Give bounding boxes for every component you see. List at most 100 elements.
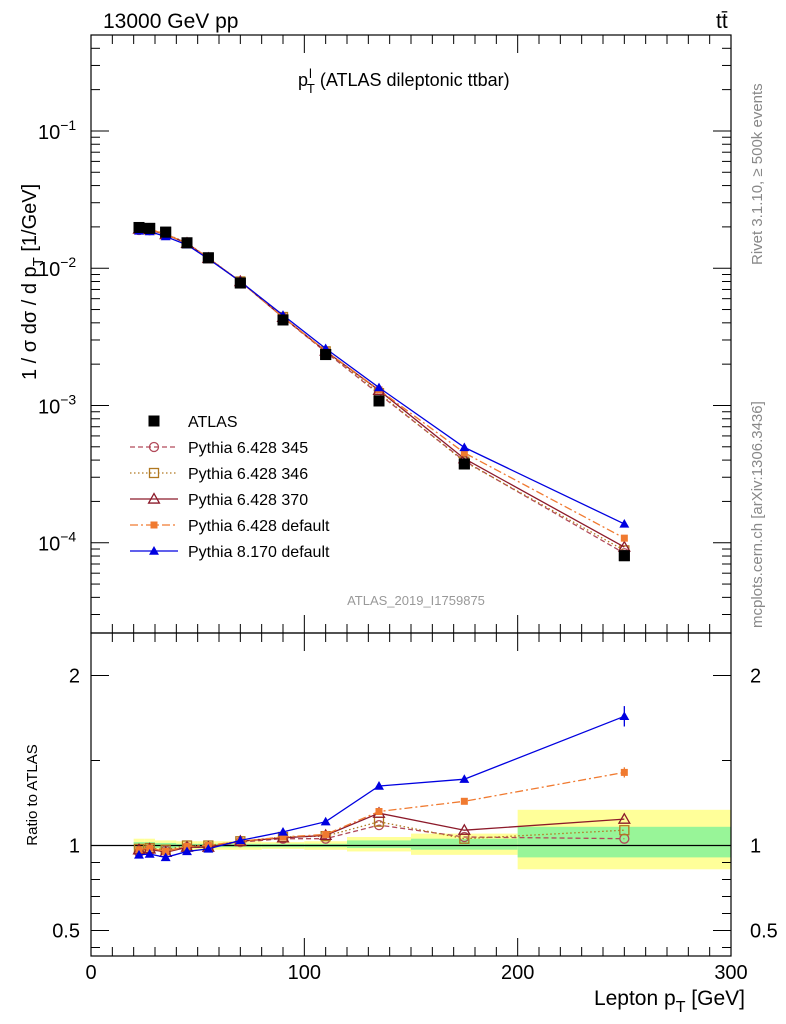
ratio-point [162, 847, 170, 855]
ratio-panel: 0.5 0.5 1 1 2 2 0 100 200 300 Ratio to ATLAS Lept… [24, 632, 778, 1016]
data-point [374, 382, 384, 392]
ratio-y-tick-label-right: 1 [750, 836, 761, 858]
atlas-point [160, 226, 172, 238]
legend-label: Pythia 6.428 default [188, 518, 330, 535]
ratio-bands [91, 809, 731, 870]
atlas-point [320, 349, 332, 361]
y-tick-base: 10 [38, 259, 60, 281]
legend-entry: Pythia 6.428 346 [130, 466, 308, 483]
main-frame [90, 34, 732, 634]
plot-title: pl T (ATLAS dileptonic ttbar) [298, 66, 510, 96]
ratio-point [203, 843, 214, 853]
atlas-points-top [133, 221, 630, 562]
ratio-point [459, 774, 470, 783]
data-point [619, 519, 630, 528]
data-point [459, 442, 470, 452]
ratio-series [132, 706, 631, 862]
ratio-point [617, 812, 631, 824]
main-y-tick-labels: 10−410−310−210−1 [38, 117, 76, 556]
atlas-point [133, 221, 145, 233]
y-tick-label: 10−3 [38, 391, 76, 418]
ratio-y-tick-label-right: 2 [750, 666, 761, 688]
legend-marker [148, 441, 160, 453]
main-ticks [90, 34, 732, 633]
legend-entry: Pythia 6.428 default [130, 518, 330, 535]
data-point [460, 449, 468, 457]
ratio-y-tick-label-left: 1 [69, 836, 80, 858]
ratio-point [134, 849, 144, 859]
atlas-point [277, 314, 289, 326]
data-point [620, 534, 628, 542]
ratio-point [160, 852, 171, 862]
ratio-point [375, 808, 383, 815]
legend-label: Pythia 6.428 370 [188, 492, 308, 509]
ratio-point [460, 797, 468, 805]
uncertainty-band-green [347, 840, 411, 849]
atlas-point [618, 550, 630, 562]
atlas-point [144, 222, 156, 234]
ratio-point [135, 846, 143, 854]
energy-label: 13000 GeV pp [103, 10, 238, 33]
y-tick-exponent: −1 [60, 117, 76, 133]
ratio-point [279, 833, 287, 841]
uncertainty-band-green [517, 826, 731, 858]
y-axis-label: 1 / σ dσ / d pT [1/GeV] [19, 184, 47, 380]
x-tick-label: 0 [85, 962, 96, 984]
legend-label: Pythia 6.428 346 [188, 466, 308, 483]
atlas-point [202, 252, 214, 264]
y-tick-base: 10 [38, 122, 60, 144]
x-tick-label: 100 [288, 962, 321, 984]
atlas-point [181, 237, 193, 249]
ratio-point [235, 835, 246, 845]
uncertainty-band-green [411, 838, 518, 850]
rivet-label: Rivet 3.1.10, ≥ 500k events [749, 83, 766, 265]
ratio-tick-labels: 0.5 0.5 1 1 2 2 0 100 200 300 [52, 666, 778, 985]
x-axis-label: Lepton pT [GeV] [594, 987, 745, 1016]
x-tick-label: 200 [501, 962, 534, 984]
ratio-ticks [90, 633, 732, 956]
legend-label: Pythia 6.428 345 [188, 440, 308, 457]
ratio-y-tick-label-left: 0.5 [52, 921, 80, 943]
legend-entry: Pythia 6.428 345 [130, 440, 308, 457]
x-tick-label: 300 [714, 962, 747, 984]
ratio-point [320, 816, 331, 826]
ratio-point [183, 842, 191, 850]
ratio-point [619, 825, 630, 836]
ratio-point [144, 849, 155, 858]
legend-entry: ATLAS [148, 414, 238, 431]
ratio-point [322, 830, 330, 838]
legend: ATLAS Pythia 6.428 345 Pythia 6.428 346 Pyt… [130, 414, 330, 561]
y-tick-exponent: −2 [60, 254, 76, 270]
y-tick-base: 10 [38, 396, 60, 418]
legend-label: ATLAS [188, 414, 238, 431]
legend-entry: Pythia 8.170 default [130, 544, 330, 561]
atlas-point [373, 395, 385, 407]
y-tick-exponent: −4 [60, 529, 76, 545]
ratio-point [457, 823, 471, 835]
y-tick-label: 10−1 [38, 117, 76, 144]
atlas-point [458, 458, 470, 470]
ratio-point [278, 826, 288, 836]
ratio-y-tick-label-right: 0.5 [750, 921, 778, 943]
ratio-point [374, 781, 384, 790]
main-series [132, 221, 631, 562]
legend-label: Pythia 8.170 default [188, 544, 330, 561]
y-tick-label: 10−4 [38, 529, 76, 556]
y-tick-exponent: −3 [60, 391, 76, 407]
ratio-y-tick-label-left: 2 [69, 666, 80, 688]
ratio-y-label: Ratio to ATLAS [24, 744, 41, 845]
y-tick-label: 10−2 [38, 254, 76, 281]
mcplots-label: mcplots.cern.ch [arXiv:1306.3436] [749, 401, 766, 628]
analysis-id: ATLAS_2019_I1759875 [347, 593, 485, 608]
ratio-frame [90, 632, 732, 957]
legend-marker [148, 467, 160, 479]
legend-entry: Pythia 6.428 370 [130, 492, 308, 509]
y-tick-base: 10 [38, 534, 60, 556]
legend-marker [149, 546, 159, 555]
ratio-line [138, 821, 625, 851]
atlas-point [234, 277, 246, 289]
ratio-point [146, 844, 154, 852]
process-label: tt̄ [716, 10, 728, 33]
main-panel: 10−410−310−210−1 pl T (ATLAS dileptonic t… [19, 34, 732, 634]
